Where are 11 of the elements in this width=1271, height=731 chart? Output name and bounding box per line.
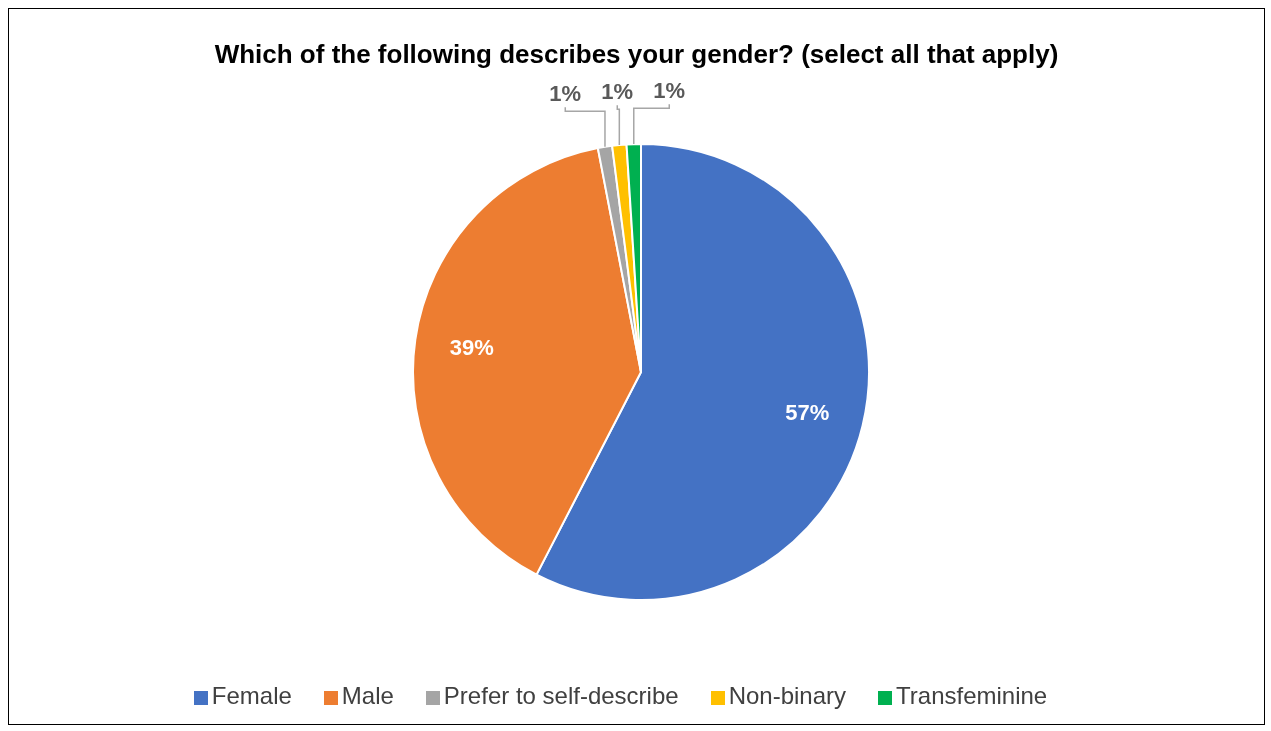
data-label: 1% (653, 77, 686, 103)
data-label: 1% (549, 80, 582, 106)
data-label: 39% (449, 335, 494, 361)
legend-label: Prefer to self-describe (443, 682, 679, 709)
legend-label: Non-binary (728, 682, 847, 709)
legend-label: Male (341, 682, 394, 709)
legend-label: Transfeminine (896, 682, 1048, 709)
legend-label: Female (211, 682, 292, 709)
chart-title: Which of the following describes your gender? (select all that apply) (213, 39, 1060, 70)
data-label: 1% (601, 78, 634, 104)
data-label: 57% (785, 399, 830, 425)
